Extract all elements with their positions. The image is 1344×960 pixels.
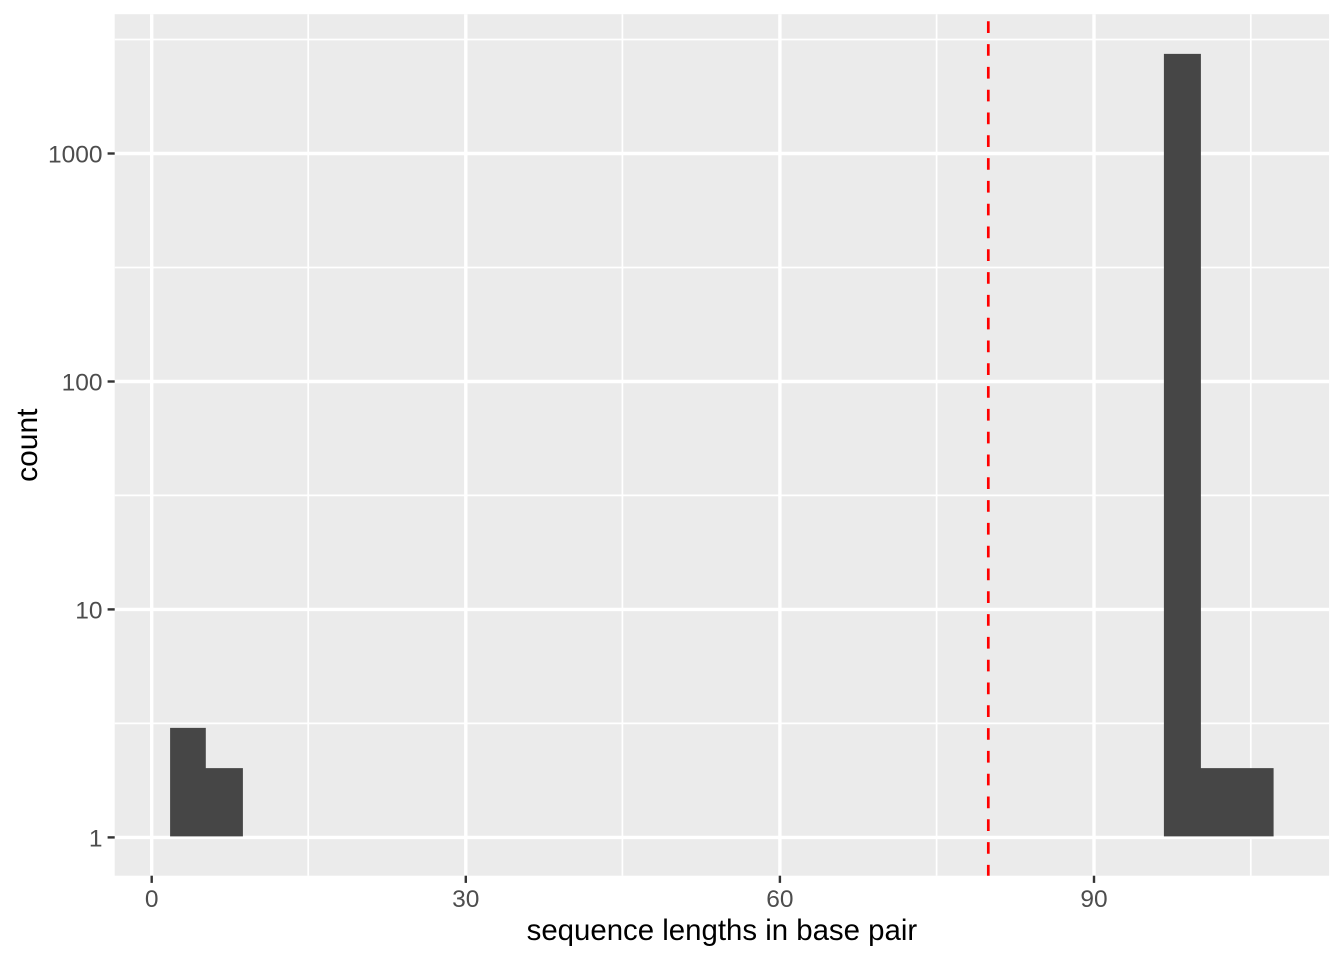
- svg-text:1: 1: [89, 826, 103, 853]
- svg-text:count: count: [11, 408, 44, 482]
- svg-text:0: 0: [145, 886, 159, 913]
- svg-text:1000: 1000: [48, 142, 103, 169]
- svg-text:100: 100: [62, 370, 103, 397]
- svg-text:90: 90: [1080, 886, 1107, 913]
- svg-text:30: 30: [452, 886, 479, 913]
- svg-text:60: 60: [766, 886, 793, 913]
- svg-text:10: 10: [75, 598, 102, 625]
- svg-text:sequence lengths in base pair: sequence lengths in base pair: [527, 914, 918, 947]
